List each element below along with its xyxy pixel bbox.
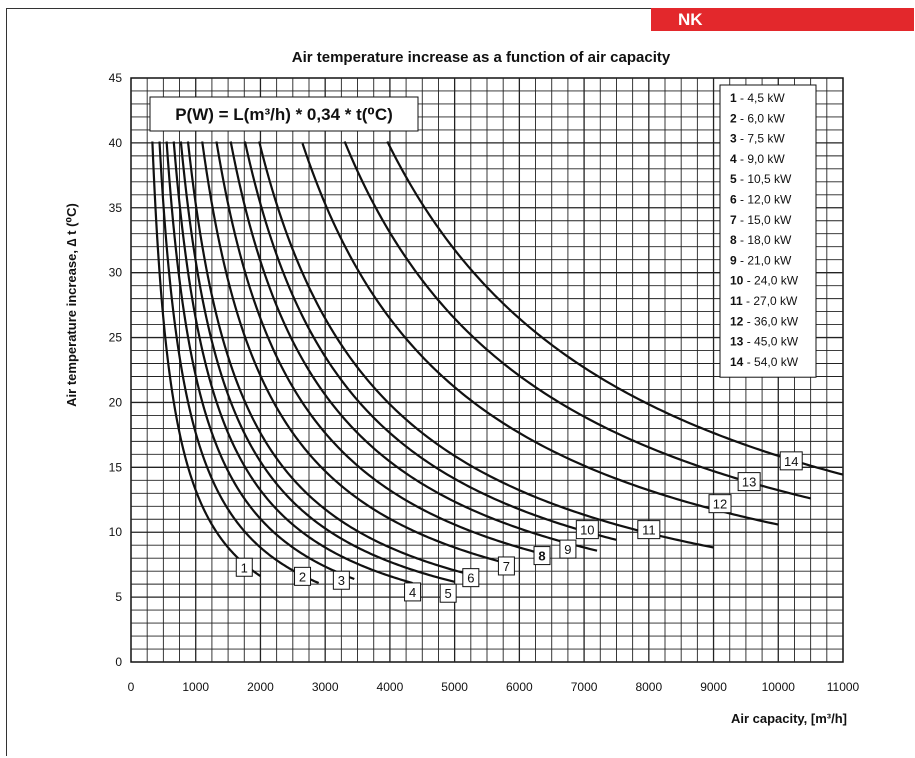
legend-entry-9: 9 - 21,0 kW — [730, 253, 792, 267]
svg-text:14: 14 — [784, 454, 798, 469]
svg-text:7: 7 — [503, 559, 510, 574]
legend-entry-11: 11 - 27,0 kW — [730, 294, 798, 308]
curve-label-11: 11 — [637, 520, 661, 540]
curve-label-5: 5 — [439, 583, 457, 603]
x-tick-label: 9000 — [700, 680, 727, 694]
x-axis-label: Air capacity, [m³/h] — [731, 711, 847, 726]
series-line-14 — [386, 141, 844, 476]
legend-entry-6: 6 - 12,0 kW — [730, 193, 792, 207]
svg-text:11: 11 — [642, 523, 656, 538]
y-tick-label: 0 — [115, 655, 122, 669]
y-axis-label: Air temperature increase, ∆ t (⁰C) — [64, 203, 79, 407]
curve-label-1: 1 — [235, 557, 253, 577]
series-line-3 — [165, 141, 355, 581]
x-tick-label: 5000 — [441, 680, 468, 694]
curve-label-4: 4 — [404, 582, 422, 602]
x-tick-label: 11000 — [827, 680, 860, 694]
curve-label-3: 3 — [332, 570, 350, 590]
legend-box — [719, 84, 817, 378]
svg-text:5: 5 — [445, 586, 452, 601]
axis-ticks: 0 1000 2000 3000 4000 5000 6000 7000 8000 9000 100… — [109, 71, 860, 694]
curve-label-12: 12 — [708, 494, 732, 514]
legend-entry-1: 1 - 4,5 kW — [730, 91, 785, 105]
brand-badge: NK — [651, 8, 914, 31]
y-tick-label: 35 — [109, 201, 123, 215]
legend-entry-3: 3 - 7,5 kW — [730, 132, 785, 146]
y-tick-label: 45 — [109, 71, 123, 85]
y-tick-label: 40 — [109, 136, 123, 150]
legend-entry-10: 10 - 24,0 kW — [730, 274, 799, 288]
y-tick-label: 25 — [109, 331, 123, 345]
formula-text: P(W) = L(m³/h) * 0,34 * t(⁰C) — [175, 105, 393, 124]
x-tick-label: 8000 — [635, 680, 662, 694]
legend-entry-7: 7 - 15,0 kW — [730, 213, 792, 227]
curve-label-9: 9 — [559, 539, 577, 559]
series-line-12 — [301, 143, 779, 526]
series-line-4 — [172, 141, 413, 585]
x-tick-label: 10000 — [762, 680, 796, 694]
svg-text:6: 6 — [467, 571, 474, 586]
svg-text:12: 12 — [713, 497, 727, 512]
curve-label-6: 6 — [462, 568, 480, 588]
series-line-10 — [243, 141, 617, 541]
legend-entry-13: 13 - 45,0 kW — [730, 335, 799, 349]
formula-box: P(W) = L(m³/h) * 0,34 * t(⁰C) — [149, 96, 419, 132]
series-line-8 — [215, 141, 546, 556]
series-line-9 — [229, 141, 598, 552]
curve-label-2: 2 — [294, 566, 312, 586]
series-line-6 — [186, 141, 475, 577]
x-tick-label: 4000 — [377, 680, 404, 694]
legend-entry-4: 4 - 9,0 kW — [730, 152, 785, 166]
x-tick-label: 6000 — [506, 680, 533, 694]
svg-text:8: 8 — [538, 549, 545, 564]
y-tick-label: 15 — [109, 460, 123, 474]
curve-label-14: 14 — [779, 451, 803, 471]
legend-entry-5: 5 - 10,5 kW — [730, 172, 792, 186]
svg-text:10: 10 — [580, 523, 594, 538]
series-line-7 — [201, 141, 514, 567]
svg-text:1: 1 — [241, 560, 248, 575]
legend-entry-8: 8 - 18,0 kW — [730, 233, 792, 247]
curve-label-10: 10 — [575, 520, 599, 540]
series-line-2 — [158, 141, 320, 585]
chart-title: Air temperature increase as a function o… — [292, 49, 671, 66]
x-tick-label: 7000 — [571, 680, 598, 694]
x-tick-label: 3000 — [312, 680, 339, 694]
legend-entry-14: 14 - 54,0 kW — [730, 355, 799, 369]
svg-text:13: 13 — [742, 475, 756, 490]
curve-label-8: 8 — [533, 546, 551, 566]
y-tick-label: 30 — [109, 266, 123, 280]
legend-entry-2: 2 - 6,0 kW — [730, 111, 785, 125]
legend-entry-12: 12 - 36,0 kW — [730, 314, 799, 328]
x-tick-label: 1000 — [182, 680, 209, 694]
chart-curves — [151, 141, 844, 585]
y-tick-label: 5 — [115, 590, 122, 604]
chart-legend: 1 - 4,5 kW 2 - 6,0 kW 3 - 7,5 kW 4 - 9,0 kW… — [719, 84, 817, 378]
series-line-13 — [343, 141, 811, 500]
svg-text:3: 3 — [338, 573, 345, 588]
svg-text:9: 9 — [564, 542, 571, 557]
svg-text:4: 4 — [409, 585, 416, 600]
series-line-5 — [179, 141, 455, 583]
x-tick-label: 0 — [128, 680, 135, 694]
y-tick-label: 20 — [109, 395, 123, 409]
svg-text:2: 2 — [299, 569, 306, 584]
curve-label-7: 7 — [497, 556, 515, 576]
x-tick-label: 2000 — [247, 680, 274, 694]
chart-frame — [6, 8, 913, 756]
curve-label-13: 13 — [737, 472, 761, 492]
y-tick-label: 10 — [109, 525, 123, 539]
